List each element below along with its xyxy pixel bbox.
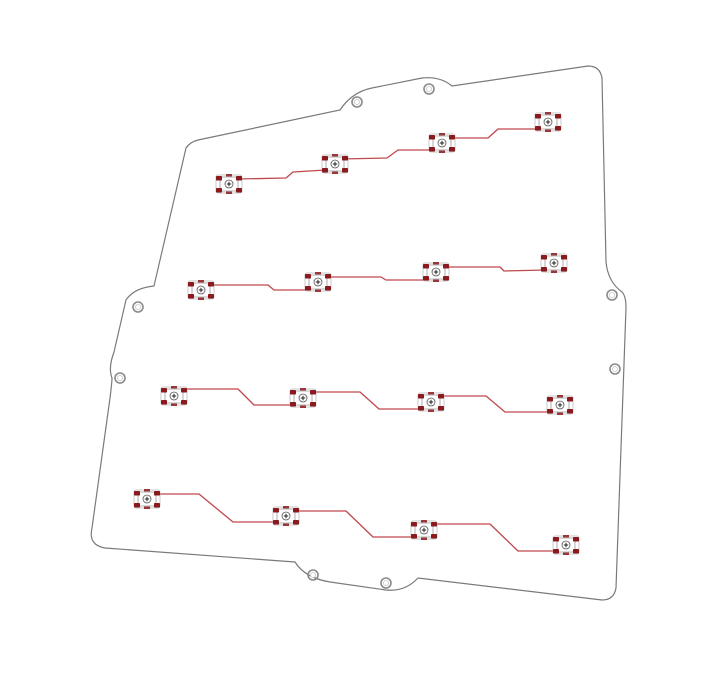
mounting-hole [307,569,319,581]
mounting-holes [114,83,621,589]
board-outline [90,65,627,601]
key-switch [304,272,332,292]
key-switch [321,154,349,174]
mounting-hole [380,577,392,589]
mounting-hole [132,301,144,313]
key-switch [422,262,450,282]
key-switch [417,392,445,412]
mounting-hole [606,289,618,301]
key-switch [540,253,568,273]
row-1-trace [237,128,540,180]
row-4-trace [156,493,558,552]
key-switch [289,388,317,408]
key-switch [160,386,188,406]
mounting-hole [114,372,126,384]
key-switch [272,506,300,526]
key-switch [187,280,215,300]
row-3-trace [183,388,552,413]
mounting-hole [609,363,621,375]
row-2-trace [209,266,547,291]
key-switch [428,133,456,153]
mounting-hole [351,96,363,108]
traces [156,128,558,552]
key-switch [133,489,161,509]
key-switch [534,112,562,132]
key-switch [215,174,243,194]
key-switch [546,395,574,415]
switches [133,112,580,555]
mounting-hole [423,83,435,95]
key-switch [552,535,580,555]
key-switch [410,520,438,540]
